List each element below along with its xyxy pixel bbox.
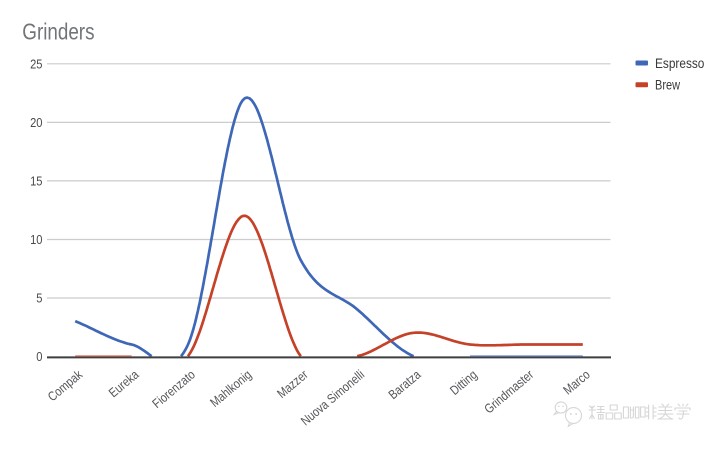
- svg-text:Grinders: Grinders: [22, 19, 94, 45]
- svg-text:25: 25: [30, 56, 42, 71]
- svg-text:15: 15: [30, 174, 42, 189]
- svg-text:Espresso: Espresso: [655, 56, 704, 71]
- svg-text:10: 10: [30, 232, 42, 247]
- svg-text:20: 20: [30, 115, 42, 130]
- svg-text:5: 5: [36, 291, 42, 306]
- svg-text:Brew: Brew: [655, 78, 680, 93]
- svg-text:0: 0: [36, 349, 42, 364]
